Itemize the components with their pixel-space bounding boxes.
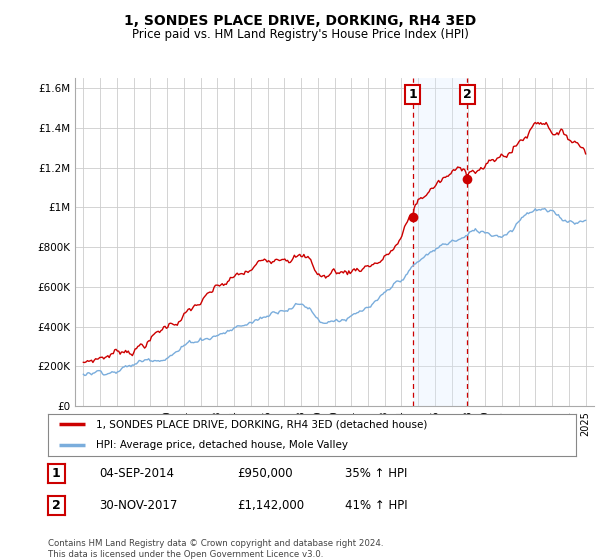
Text: 30-NOV-2017: 30-NOV-2017 <box>99 498 178 512</box>
Text: 1: 1 <box>52 467 61 480</box>
Text: £1,142,000: £1,142,000 <box>237 498 304 512</box>
Text: Price paid vs. HM Land Registry's House Price Index (HPI): Price paid vs. HM Land Registry's House … <box>131 28 469 41</box>
Bar <box>413 78 467 406</box>
Text: 1, SONDES PLACE DRIVE, DORKING, RH4 3ED: 1, SONDES PLACE DRIVE, DORKING, RH4 3ED <box>124 14 476 28</box>
Text: 1: 1 <box>409 88 417 101</box>
Text: HPI: Average price, detached house, Mole Valley: HPI: Average price, detached house, Mole… <box>95 441 347 450</box>
Text: 41% ↑ HPI: 41% ↑ HPI <box>345 498 407 512</box>
Text: 1, SONDES PLACE DRIVE, DORKING, RH4 3ED (detached house): 1, SONDES PLACE DRIVE, DORKING, RH4 3ED … <box>95 419 427 430</box>
Text: Contains HM Land Registry data © Crown copyright and database right 2024.
This d: Contains HM Land Registry data © Crown c… <box>48 539 383 559</box>
Text: 04-SEP-2014: 04-SEP-2014 <box>99 466 174 480</box>
Text: 2: 2 <box>52 499 61 512</box>
Text: £950,000: £950,000 <box>237 466 293 480</box>
Text: 2: 2 <box>463 88 472 101</box>
Text: 35% ↑ HPI: 35% ↑ HPI <box>345 466 407 480</box>
